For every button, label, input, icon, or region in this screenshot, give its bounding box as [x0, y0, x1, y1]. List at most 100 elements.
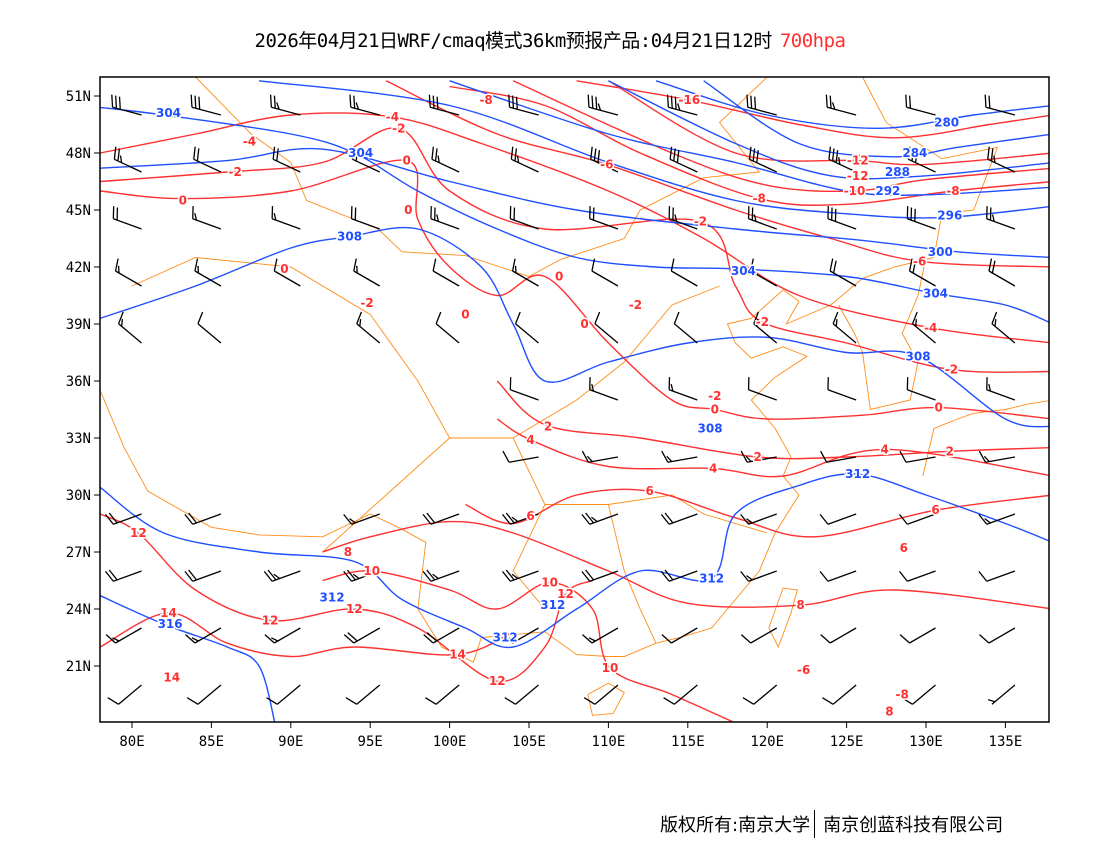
temperature-contour-label: 8	[885, 705, 893, 719]
temperature-contour-label: 4	[709, 461, 717, 475]
wind-barb-feather	[114, 258, 119, 272]
wind-barb-feather	[661, 634, 672, 644]
wind-barb	[581, 512, 619, 525]
wind-barb-feather	[831, 102, 836, 110]
wind-barb-feather	[750, 258, 754, 272]
wind-barb-shaft	[594, 323, 619, 344]
wind-barb-feather	[591, 95, 594, 109]
wind-barb	[114, 258, 142, 287]
border-line	[544, 494, 768, 534]
wind-barb-feather	[835, 150, 839, 163]
wind-barb	[432, 258, 460, 287]
temperature-contour-label: -16	[679, 93, 701, 107]
wind-barb-feather	[899, 634, 910, 644]
wind-barb-feather	[359, 319, 362, 327]
wind-barb	[428, 94, 460, 116]
wind-barb	[911, 311, 936, 344]
wind-barb-feather	[273, 95, 276, 109]
wind-barb-shaft	[351, 513, 380, 525]
wind-barb	[509, 377, 539, 401]
map-frame	[99, 76, 1050, 723]
wind-barb	[431, 146, 460, 173]
wind-barb-feather	[432, 258, 437, 272]
wind-barb-shaft	[748, 389, 777, 401]
height-contour-label: 304	[923, 287, 948, 301]
wind-barb-feather	[194, 258, 199, 272]
height-contour-304	[100, 106, 1049, 324]
temperature-contour-label: 4	[881, 442, 889, 456]
wind-barb-feather	[426, 512, 436, 524]
wind-barb-feather	[426, 569, 436, 581]
wind-barb-feather	[423, 634, 434, 644]
wind-barb-shaft	[986, 570, 1016, 582]
wind-barb-shaft	[193, 158, 222, 173]
wind-barb	[747, 377, 777, 401]
temperature-contour-4	[496, 418, 1049, 478]
wind-barb-feather	[740, 513, 750, 525]
wind-barb-feather	[984, 518, 991, 524]
temperature-contour-label: 0	[580, 317, 588, 331]
wind-barb	[987, 684, 1016, 705]
temperature-contour-label: 12	[130, 526, 147, 540]
border-line	[512, 285, 720, 439]
wind-barb	[753, 311, 778, 344]
wind-barb-shaft	[668, 570, 698, 582]
wind-barb-feather	[756, 319, 759, 327]
wind-barb-feather	[912, 260, 917, 274]
wind-barb-shaft	[352, 158, 381, 173]
wind-barb	[345, 684, 381, 705]
footer-divider	[814, 810, 816, 838]
wind-barb	[184, 569, 222, 582]
wind-barb-feather	[343, 513, 353, 525]
wind-barb	[510, 146, 539, 173]
wind-barb-shaft	[271, 218, 301, 230]
wind-barb	[825, 94, 857, 116]
wind-barb-feather	[907, 146, 911, 160]
wind-barb-shaft	[353, 627, 381, 644]
temperature-contour--4	[100, 112, 1049, 344]
wind-barb-feather	[819, 450, 828, 463]
wind-barb-feather	[349, 94, 352, 108]
wind-barb	[193, 146, 222, 173]
wind-barb	[343, 627, 381, 644]
wind-barb	[748, 146, 778, 173]
wind-barb-shaft	[991, 323, 1016, 344]
lon-tick-label: 120E	[750, 734, 784, 750]
wind-barb-feather	[993, 155, 996, 163]
wind-barb	[669, 146, 698, 173]
wind-barb-shaft	[826, 106, 857, 116]
wind-barb-feather	[511, 516, 519, 523]
wind-barb-feather	[510, 146, 514, 160]
wind-barb-feather	[978, 570, 988, 582]
lon-tick-label: 100E	[433, 734, 467, 750]
wind-barb	[660, 512, 698, 525]
wind-barb-feather	[516, 155, 520, 163]
wind-barb-shaft	[908, 158, 936, 173]
wind-barb-shaft	[747, 456, 777, 463]
wind-barb-shaft	[986, 513, 1016, 525]
temperature-contour-label: -6	[913, 254, 926, 268]
wind-barbs	[104, 94, 1016, 705]
wind-barb	[105, 627, 142, 644]
wind-barb-feather	[194, 212, 198, 221]
wind-barb-shaft	[197, 684, 222, 705]
height-contour-label: 312	[540, 598, 565, 612]
temperature-contour-0	[100, 159, 1049, 420]
wind-barb-feather	[269, 94, 272, 108]
wind-barb	[742, 684, 778, 705]
temperature-contour-label: 10	[541, 575, 558, 589]
height-contour-316	[100, 595, 276, 722]
height-contour-308	[100, 226, 1049, 428]
wind-barb	[589, 206, 619, 230]
wind-barb-shaft	[430, 570, 460, 582]
wind-barb	[907, 146, 936, 173]
wind-barb-feather	[188, 512, 198, 524]
title-level: 700hpa	[779, 30, 846, 52]
wind-barb	[750, 258, 778, 287]
wind-barb	[501, 512, 539, 525]
wind-barb-feather	[832, 311, 839, 324]
wind-barb	[819, 450, 857, 463]
wind-barb	[740, 570, 777, 582]
wind-barb-shaft	[828, 158, 857, 173]
temperature-contour-label: -8	[479, 93, 492, 107]
